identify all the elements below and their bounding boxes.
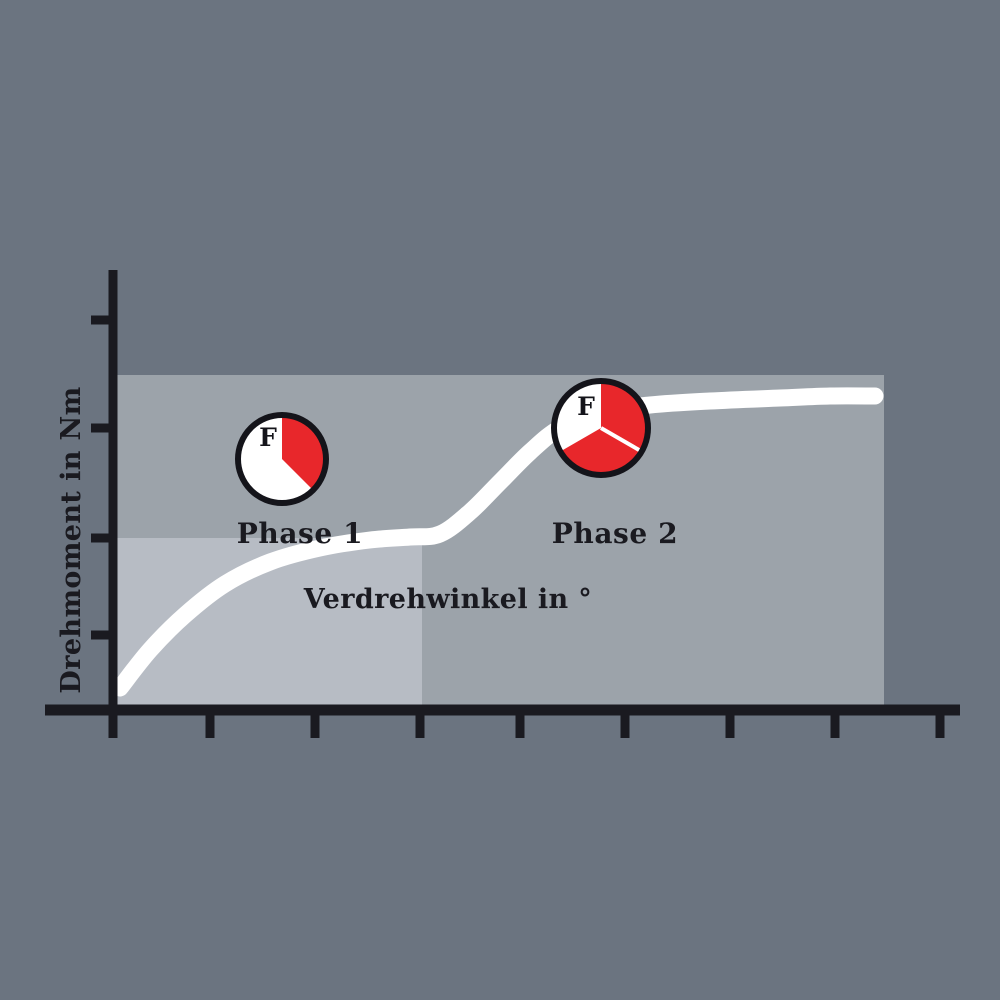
gauge-ring-icon <box>235 412 329 506</box>
x-axis-title: Verdrehwinkel in ° <box>303 584 592 615</box>
axes <box>45 270 960 738</box>
x-axis-ticks <box>108 710 945 738</box>
phase-label-2: Phase 2 <box>552 517 679 550</box>
force-gauge-phase-1: F <box>235 412 329 506</box>
force-letter: F <box>577 392 595 421</box>
force-gauge-phase-2: F <box>551 378 651 478</box>
phase-label-1: Phase 1 <box>237 517 364 550</box>
torque-curve <box>111 387 884 697</box>
y-axis-ticks <box>91 315 115 640</box>
gauge-divider-icon <box>599 426 643 454</box>
y-axis-title: Drehmoment in Nm <box>56 386 87 693</box>
gauge-ring-icon <box>551 378 651 478</box>
force-letter: F <box>259 423 277 452</box>
